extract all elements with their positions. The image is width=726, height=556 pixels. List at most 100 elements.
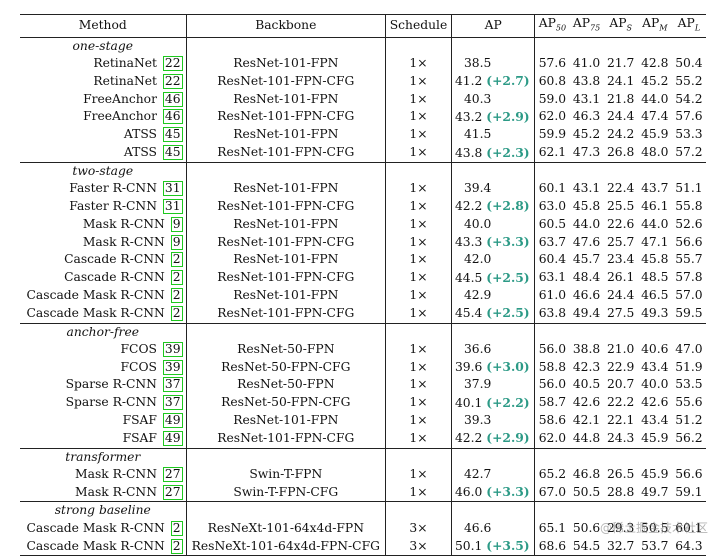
citation-link[interactable]: 2	[170, 538, 183, 554]
table-row: Mask R-CNN 9 ResNet-101-FPN 1× 40.0 60.5 44.0…	[20, 215, 706, 234]
backbone-cell: ResNet-101-FPN	[186, 286, 387, 305]
citation-link[interactable]: 31	[162, 181, 183, 197]
apm-cell: 45.9	[637, 429, 672, 449]
citation-link[interactable]: 45	[162, 145, 183, 161]
ap-cell: 45.4 (+2.5)	[451, 304, 536, 324]
method-name: Cascade Mask R-CNN	[26, 305, 165, 320]
apl-cell: 55.7	[675, 252, 703, 267]
method-cell: Cascade Mask R-CNN 2	[20, 304, 187, 324]
group-header-row: anchor-free	[20, 323, 706, 341]
ap50-cell: 63.1	[538, 270, 567, 285]
ap50-cell: 60.5	[538, 216, 567, 231]
method-name: Mask R-CNN	[75, 484, 157, 499]
citation-link[interactable]: 2	[170, 520, 183, 536]
citation-link[interactable]: 49	[162, 412, 183, 428]
aps-cell: 26.1	[606, 270, 635, 285]
citation-link[interactable]: 9	[170, 234, 183, 250]
schedule-cell: 1×	[385, 429, 452, 449]
ap-cell: 38.5	[451, 55, 536, 73]
ap-value: 43.8	[454, 145, 483, 160]
backbone-cell: ResNet-101-FPN	[186, 55, 387, 73]
aps-cell: 21.7	[606, 56, 635, 71]
ap-value: 50.1	[454, 539, 483, 554]
citation-link[interactable]: 46	[162, 109, 183, 125]
citation-link[interactable]: 2	[170, 270, 183, 286]
ap-gain: (+2.5)	[486, 305, 530, 321]
method-cell: Mask R-CNN 27	[20, 465, 187, 484]
schedule-cell: 1×	[385, 180, 452, 198]
backbone-cell: ResNet-101-FPN-CFG	[186, 233, 387, 252]
apm-cell: 53.7	[637, 537, 672, 556]
citation-link[interactable]: 39	[162, 359, 183, 375]
citation-link[interactable]: 49	[162, 430, 183, 446]
ap-value: 42.2	[454, 199, 483, 214]
schedule-cell: 1×	[385, 411, 452, 430]
citation-link[interactable]: 22	[162, 73, 183, 89]
citation-link[interactable]: 2	[170, 305, 183, 321]
ap75-cell: 38.8	[572, 341, 601, 356]
citation-link[interactable]: 37	[162, 377, 183, 393]
method-cell: FSAF 49	[20, 411, 187, 430]
method-cell: FreeAnchor 46	[20, 107, 187, 127]
ap50-cell: 59.9	[538, 127, 567, 142]
schedule-cell: 1×	[385, 376, 452, 394]
citation-link[interactable]: 45	[162, 127, 183, 143]
table-row: Cascade Mask R-CNN 2 ResNet-101-FPN-CFG 1×…	[20, 304, 706, 324]
method-name: RetinaNet	[93, 56, 157, 71]
ap-cell: 44.5 (+2.5)	[451, 268, 536, 287]
backbone-cell: ResNet-101-FPN	[186, 180, 387, 198]
method-cell: Cascade Mask R-CNN 2	[20, 519, 187, 538]
method-cell: Mask R-CNN 9	[20, 233, 187, 252]
aps-cell: 21.8	[606, 91, 635, 106]
aps-cell: 22.1	[606, 412, 635, 427]
citation-link[interactable]: 27	[162, 466, 183, 482]
ap75-cell: 40.5	[572, 377, 601, 392]
ap-gain: (+3.3)	[486, 484, 530, 500]
citation-link[interactable]: 2	[170, 287, 183, 303]
ap-cell: 42.9	[451, 286, 536, 305]
ap-value: 40.3	[463, 91, 492, 106]
ap-cell: 39.3	[451, 411, 536, 430]
schedule-cell: 3×	[385, 537, 452, 556]
aps-cell: 25.5	[606, 198, 635, 213]
apm-cell: 44.0	[641, 91, 669, 106]
header-apl: APL	[671, 14, 706, 38]
citation-link[interactable]: 37	[162, 395, 183, 411]
backbone-cell: ResNet-50-FPN-CFG	[186, 393, 387, 412]
aps-cell: 22.4	[606, 181, 635, 196]
backbone-cell: ResNeXt-101-64x4d-FPN-CFG	[186, 537, 387, 556]
ap75-cell: 47.6	[572, 234, 601, 249]
backbone-cell: ResNet-101-FPN-CFG	[186, 429, 387, 449]
citation-link[interactable]: 9	[170, 216, 183, 232]
header-apm: APM	[637, 14, 672, 38]
citation-link[interactable]: 2	[170, 252, 183, 268]
citation-link[interactable]: 46	[162, 91, 183, 107]
ap-cell: 41.2 (+2.7)	[451, 72, 536, 91]
backbone-cell: ResNet-101-FPN-CFG	[186, 143, 387, 163]
citation-link[interactable]: 39	[162, 341, 183, 357]
citation-link[interactable]: 27	[162, 484, 183, 500]
table-row: Cascade R-CNN 2 ResNet-101-FPN-CFG 1× 44.5 …	[20, 268, 706, 287]
ap75-cell: 46.6	[572, 287, 601, 302]
schedule-cell: 1×	[385, 358, 452, 377]
ap-value: 42.9	[463, 287, 492, 302]
group-name: transformer	[20, 448, 187, 466]
table-row: RetinaNet 22 ResNet-101-FPN 1× 38.5 57.6 41.0…	[20, 55, 706, 73]
ap-cell: 43.2 (+2.9)	[451, 107, 536, 127]
citation-link[interactable]: 22	[162, 56, 183, 72]
ap-value: 39.6	[454, 360, 483, 375]
schedule-cell: 1×	[385, 143, 452, 163]
group-header-row: one-stage	[20, 37, 706, 56]
table-row: Cascade Mask R-CNN 2 ResNeXt-101-64x4d-FP…	[20, 519, 706, 538]
backbone-cell: ResNet-101-FPN-CFG	[186, 304, 387, 324]
ap-gain: (+2.9)	[486, 108, 530, 124]
citation-link[interactable]: 31	[162, 198, 183, 214]
method-cell: FSAF 49	[20, 429, 187, 449]
ap50-cell: 63.0	[538, 198, 567, 213]
method-name: Cascade R-CNN	[64, 270, 165, 285]
ap-cell: 39.4	[451, 180, 536, 198]
group-name: strong baseline	[20, 501, 187, 520]
aps-cell: 25.7	[606, 234, 635, 249]
method-name: FreeAnchor	[83, 109, 157, 124]
watermark: @稀土掘金技术社区	[599, 521, 708, 535]
